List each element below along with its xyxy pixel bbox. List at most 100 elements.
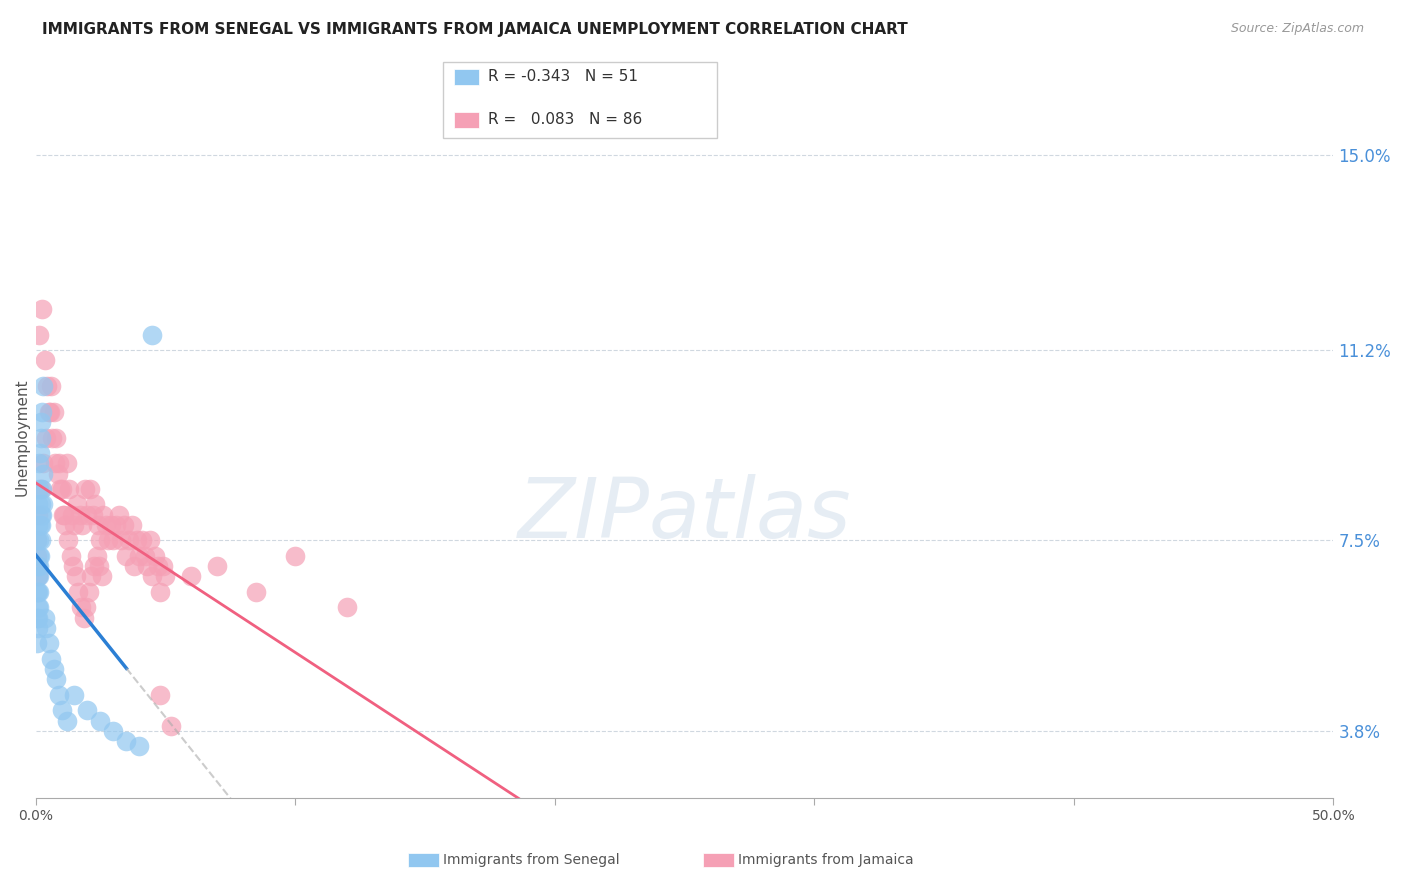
Point (31, 508, 53, 522)
Text: Source: ZipAtlas.com: Source: ZipAtlas.com (1230, 22, 1364, 36)
Point (100, 518, 122, 533)
Point (94, 518, 117, 533)
Point (27, 559, 49, 574)
Point (31, 379, 53, 393)
Point (60, 508, 83, 522)
Point (28, 585, 51, 599)
Point (30, 446, 52, 460)
Point (55, 714, 77, 728)
Point (89, 559, 111, 574)
Point (30, 549, 52, 563)
Point (45, 673, 67, 687)
Point (121, 518, 143, 533)
Point (28, 327, 51, 342)
Point (66, 498, 89, 512)
Point (245, 585, 267, 599)
Point (31, 301, 53, 316)
Point (118, 533, 141, 548)
Point (37, 379, 59, 393)
Point (41, 431, 63, 445)
Point (128, 739, 150, 754)
Point (27, 559, 49, 574)
Point (30, 518, 52, 533)
Point (159, 719, 181, 733)
Point (25, 549, 48, 563)
Point (27, 600, 49, 615)
Point (48, 688, 70, 702)
Point (112, 518, 135, 533)
Point (35, 431, 58, 445)
Point (67, 585, 90, 599)
Point (27, 508, 49, 522)
Point (52, 508, 75, 522)
Point (139, 533, 162, 548)
Point (207, 559, 229, 574)
Point (152, 559, 174, 574)
Point (30, 533, 52, 548)
Point (58, 482, 80, 496)
Point (53, 508, 76, 522)
Point (51, 482, 73, 496)
Point (107, 508, 129, 522)
Point (25, 533, 48, 548)
Point (55, 456, 77, 470)
Point (62, 559, 84, 574)
Text: IMMIGRANTS FROM SENEGAL VS IMMIGRANTS FROM JAMAICA UNEMPLOYMENT CORRELATION CHAR: IMMIGRANTS FROM SENEGAL VS IMMIGRANTS FR… (42, 22, 908, 37)
Text: R =   0.083   N = 86: R = 0.083 N = 86 (488, 112, 643, 127)
Point (51, 703, 73, 717)
Point (89, 714, 111, 728)
Point (77, 585, 100, 599)
Point (128, 549, 150, 563)
Point (86, 549, 108, 563)
Point (28, 482, 51, 496)
Point (27, 498, 49, 512)
Point (115, 549, 138, 563)
Point (149, 688, 172, 702)
Point (31, 498, 53, 512)
Point (91, 508, 114, 522)
Point (28, 559, 51, 574)
Point (27, 610, 49, 624)
Point (27, 569, 49, 583)
Point (75, 600, 97, 615)
Text: ZIPatlas: ZIPatlas (517, 475, 851, 555)
Point (73, 482, 96, 496)
Point (146, 559, 169, 574)
Point (115, 734, 138, 748)
Point (25, 533, 48, 548)
Point (284, 549, 307, 563)
Point (30, 508, 52, 522)
Point (134, 549, 156, 563)
Point (27, 569, 49, 583)
Point (49, 482, 72, 496)
Point (31, 405, 53, 419)
Point (103, 533, 125, 548)
Point (122, 559, 145, 574)
Point (79, 482, 101, 496)
Point (25, 636, 48, 650)
Point (56, 533, 79, 548)
Point (28, 549, 51, 563)
Point (35, 621, 58, 635)
Point (82, 508, 104, 522)
Point (31, 467, 53, 481)
Point (38, 405, 60, 419)
Point (336, 600, 359, 615)
Point (97, 533, 120, 548)
Text: Immigrants from Jamaica: Immigrants from Jamaica (738, 853, 914, 867)
Point (28, 456, 51, 470)
Point (30, 482, 52, 496)
Point (87, 518, 110, 533)
Point (30, 415, 52, 429)
Point (63, 518, 86, 533)
Point (180, 569, 202, 583)
Point (30, 498, 52, 512)
Point (70, 600, 93, 615)
Point (38, 636, 60, 650)
Point (27, 518, 49, 533)
Point (25, 610, 48, 624)
Point (141, 569, 163, 583)
Point (55, 518, 77, 533)
Point (80, 569, 103, 583)
Text: R = -0.343   N = 51: R = -0.343 N = 51 (488, 70, 638, 84)
